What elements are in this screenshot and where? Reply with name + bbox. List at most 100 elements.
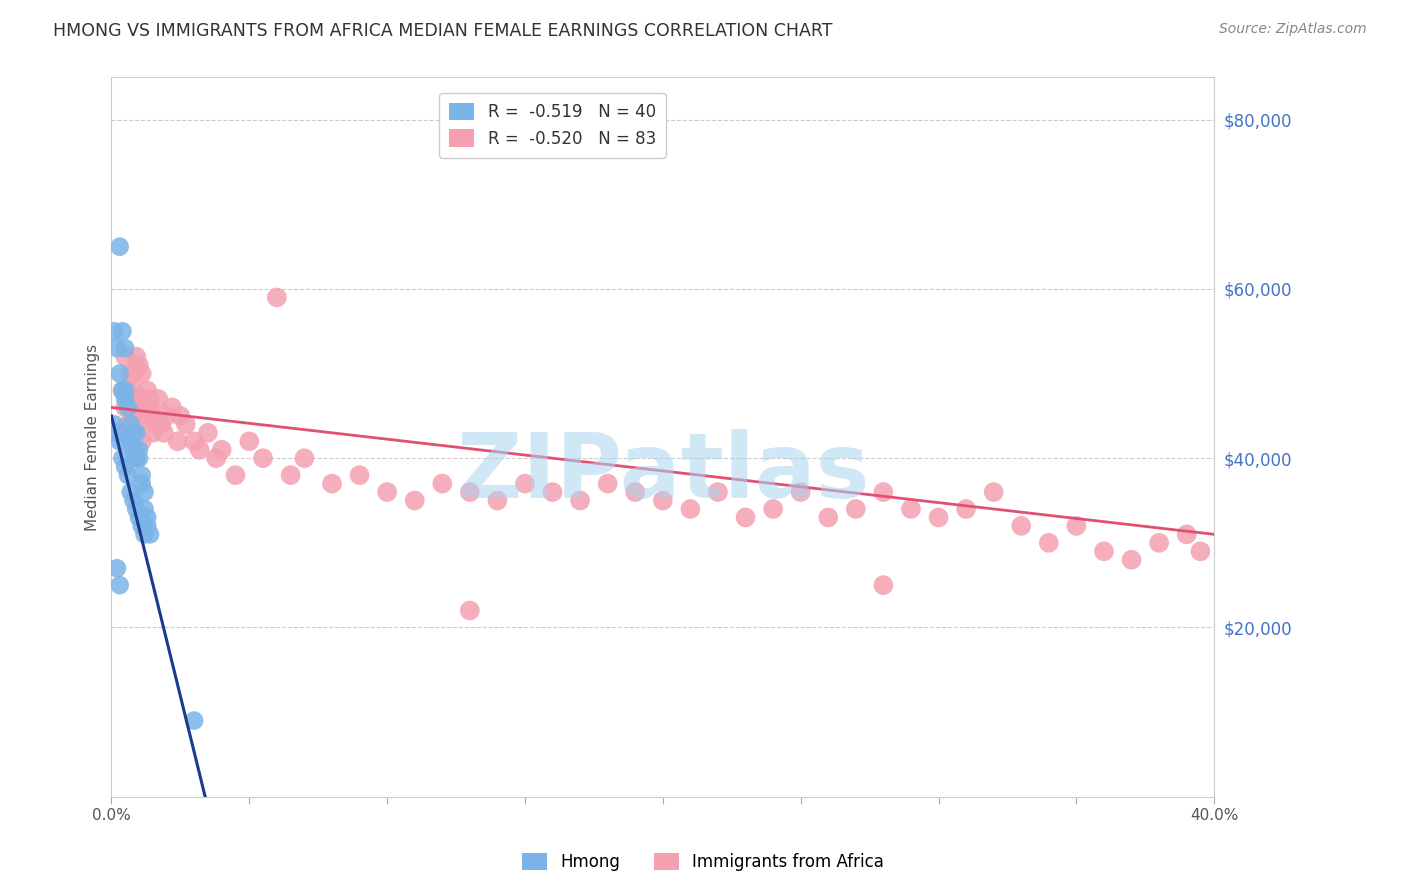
Point [122,425,145,440]
Y-axis label: Median Female Earnings: Median Female Earnings [86,343,100,531]
Point [142,409,165,423]
Point [131,401,153,415]
Point [211,442,233,457]
Point [375,485,398,500]
Point [136,510,159,524]
Point [128,442,150,457]
Point [183,714,205,728]
Point [224,468,246,483]
Point [294,451,316,466]
Text: HMONG VS IMMIGRANTS FROM AFRICA MEDIAN FEMALE EARNINGS CORRELATION CHART: HMONG VS IMMIGRANTS FROM AFRICA MEDIAN F… [53,22,832,40]
Point [122,384,145,398]
Point [1066,519,1088,533]
Point [155,409,177,423]
Point [120,485,142,500]
Point [734,510,756,524]
Point [136,401,159,415]
Point [139,527,162,541]
Point [134,502,156,516]
Point [120,392,142,406]
Point [872,578,894,592]
Point [321,476,343,491]
Point [139,392,162,406]
Point [197,425,219,440]
Point [238,434,260,449]
Point [114,401,136,415]
Point [1189,544,1212,558]
Point [117,401,139,415]
Point [349,468,371,483]
Legend: Hmong, Immigrants from Africa: Hmong, Immigrants from Africa [513,845,893,880]
Point [817,510,839,524]
Point [125,350,148,364]
Point [569,493,592,508]
Point [128,358,150,372]
Point [1010,519,1032,533]
Point [166,434,188,449]
Point [122,401,145,415]
Point [114,350,136,364]
Point [117,468,139,483]
Point [108,434,131,449]
Point [762,502,785,516]
Point [928,510,950,524]
Point [1147,536,1170,550]
Point [117,417,139,432]
Point [120,434,142,449]
Point [404,493,426,508]
Point [458,485,481,500]
Point [142,425,165,440]
Point [105,561,128,575]
Point [111,384,134,398]
Point [108,240,131,254]
Point [955,502,977,516]
Point [1175,527,1198,541]
Point [252,451,274,466]
Point [122,493,145,508]
Point [125,451,148,466]
Point [114,392,136,406]
Legend: R =  -0.519   N = 40, R =  -0.520   N = 83: R = -0.519 N = 40, R = -0.520 N = 83 [439,93,666,158]
Point [900,502,922,516]
Point [541,485,564,500]
Point [160,401,183,415]
Point [139,401,162,415]
Point [125,451,148,466]
Point [205,451,228,466]
Point [122,367,145,381]
Point [1121,553,1143,567]
Point [679,502,702,516]
Point [513,476,536,491]
Point [136,384,159,398]
Point [134,392,156,406]
Point [174,417,197,432]
Point [188,442,211,457]
Point [128,510,150,524]
Point [486,493,509,508]
Text: Source: ZipAtlas.com: Source: ZipAtlas.com [1219,22,1367,37]
Point [103,324,125,338]
Point [266,290,288,304]
Point [134,527,156,541]
Point [134,409,156,423]
Point [117,384,139,398]
Point [624,485,647,500]
Point [114,459,136,474]
Point [131,367,153,381]
Point [108,367,131,381]
Point [150,417,173,432]
Point [148,392,170,406]
Point [789,485,811,500]
Point [105,341,128,355]
Point [983,485,1005,500]
Point [651,493,673,508]
Point [125,502,148,516]
Point [845,502,868,516]
Point [183,434,205,449]
Point [707,485,730,500]
Point [128,392,150,406]
Point [145,417,167,432]
Point [128,451,150,466]
Point [872,485,894,500]
Point [120,417,142,432]
